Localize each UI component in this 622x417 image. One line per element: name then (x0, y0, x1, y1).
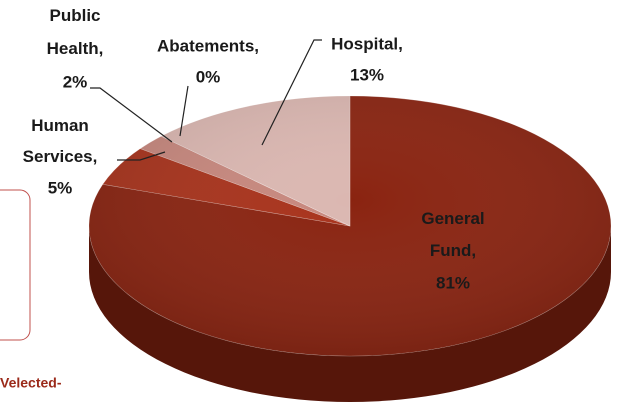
category-label: Abatements, (157, 36, 259, 55)
category-label: General Fund, (421, 209, 484, 260)
pie-shade (89, 96, 611, 356)
category-label: Hospital, (331, 34, 403, 53)
category-label: Public Health, (47, 6, 104, 58)
value-label: 13% (350, 65, 384, 84)
category-label: Human Services, (23, 116, 98, 166)
side-box (0, 189, 31, 341)
pie-side (89, 226, 611, 402)
leader-line (117, 151, 166, 161)
pie (88, 95, 612, 402)
value-label: 81% (436, 273, 470, 292)
leader-lines (90, 39, 322, 161)
leader-line (179, 85, 189, 137)
value-label: 5% (48, 178, 73, 197)
leader-line (90, 87, 173, 143)
value-label: 2% (63, 72, 88, 91)
annotation: Velected- (0, 375, 62, 391)
value-label: 0% (196, 67, 221, 86)
leader-line (261, 39, 322, 146)
